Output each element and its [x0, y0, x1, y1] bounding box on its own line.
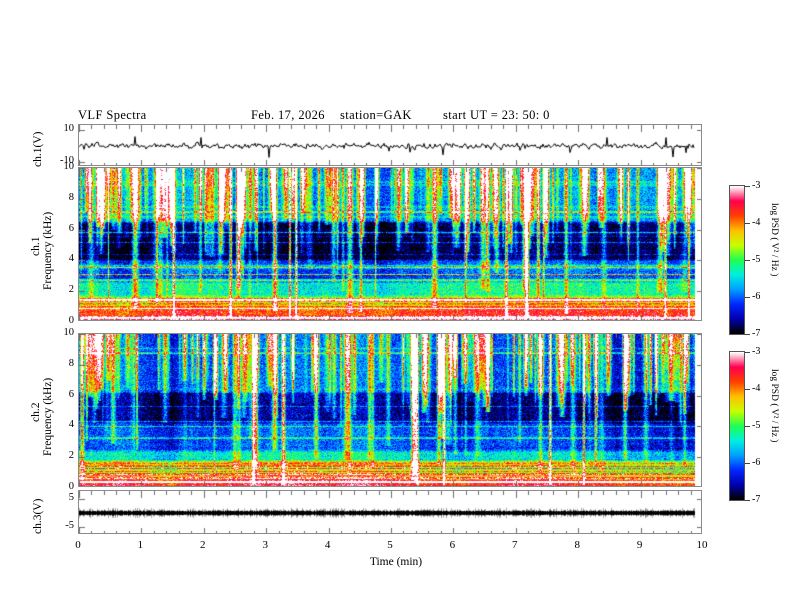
panel-ch1-spectrogram — [78, 167, 702, 321]
ch1-spectrogram-ytick-0: 0 — [68, 314, 74, 326]
x-tick-5: 5 — [387, 539, 393, 551]
x-axis-label: Time (min) — [369, 556, 423, 568]
ch1-spectrogram-ytick-5: 10 — [63, 160, 75, 172]
colorbar-2-tickmark-4 — [745, 499, 750, 501]
ch2-spectrogram-ytick-4: 8 — [68, 357, 74, 369]
x-tick-10: 10 — [696, 539, 708, 551]
ch1-spectrogram-ytick-4: 8 — [68, 191, 74, 203]
ch2-spectrogram-axis-label-channel: ch.2 — [30, 402, 42, 422]
colorbar-ch2-gradient — [730, 352, 744, 500]
panel-ch2-spectrogram — [78, 333, 702, 487]
colorbar-1-tick-1: -4 — [752, 217, 761, 228]
colorbar-2-tick-2: -5 — [752, 420, 761, 431]
colorbar-2-tick-0: -3 — [752, 346, 761, 357]
x-tick-3: 3 — [262, 539, 268, 551]
ch1-voltage-trace — [79, 125, 701, 165]
colorbar-ch1-title: log PSD ( V² / Hz ) — [769, 203, 779, 277]
colorbar-2-tickmark-0 — [745, 351, 750, 353]
ch1-spectrogram-image — [79, 168, 701, 320]
figure-title-row: VLF Spectra Feb. 17, 2026 station=GAK st… — [78, 108, 708, 124]
x-tick-4: 4 — [324, 539, 331, 551]
page-title: VLF Spectra — [78, 108, 147, 122]
colorbar-1-tickmark-1 — [745, 222, 750, 224]
panel-ch1-voltage — [78, 124, 702, 166]
ch1-voltage-axis-label: ch.1(V) — [32, 131, 44, 167]
x-tick-1: 1 — [137, 539, 144, 551]
colorbar-1-tick-3: -6 — [752, 291, 761, 302]
ch1-spectrogram-ytick-2: 4 — [68, 252, 74, 264]
ch2-spectrogram-ytick-2: 4 — [68, 418, 74, 430]
x-tick-7: 7 — [512, 539, 518, 551]
ch3-voltage-trace — [79, 491, 701, 533]
ch2-spectrogram-ytick-5: 10 — [63, 326, 75, 338]
colorbar-1-tickmark-2 — [745, 259, 750, 261]
colorbar-1-tickmark-0 — [745, 185, 750, 187]
colorbar-1-tickmark-4 — [745, 333, 750, 335]
colorbar-1-tickmark-3 — [745, 296, 750, 298]
x-tick-8: 8 — [574, 539, 580, 551]
colorbar-ch1-gradient — [730, 186, 744, 334]
ch1-voltage-ytick-0: 10 — [63, 122, 75, 134]
colorbar-2-tickmark-2 — [745, 425, 750, 427]
colorbar-ch1 — [729, 185, 745, 335]
ch2-spectrogram-ytick-0: 0 — [68, 480, 74, 492]
x-tick-6: 6 — [449, 539, 456, 551]
x-tick-9: 9 — [636, 539, 643, 551]
colorbar-2-tick-4: -7 — [752, 494, 761, 505]
x-tick-0: 0 — [75, 539, 81, 551]
title-date: Feb. 17, 2026 — [251, 108, 325, 122]
panel-ch3-voltage — [78, 490, 702, 534]
colorbar-1-tick-4: -7 — [752, 328, 761, 339]
ch1-spectrogram-axis-label-channel: ch.1 — [30, 236, 42, 256]
ch2-spectrogram-image — [79, 334, 701, 486]
colorbar-1-tick-0: -3 — [752, 180, 761, 191]
ch3-voltage-ytick-1: -5 — [65, 519, 74, 531]
colorbar-2-tick-3: -6 — [752, 457, 761, 468]
colorbar-1-tick-2: -5 — [752, 254, 761, 265]
ch3-voltage-ytick-0: 5 — [68, 491, 74, 503]
colorbar-2-tickmark-1 — [745, 388, 750, 390]
colorbar-ch2-title: log PSD ( V² / Hz ) — [769, 369, 779, 443]
colorbar-2-tick-1: -4 — [752, 383, 761, 394]
title-start-time: start UT = 23: 50: 0 — [443, 108, 550, 122]
ch3-voltage-axis-label: ch.3(V) — [32, 498, 44, 534]
ch1-spectrogram-ytick-1: 2 — [68, 283, 74, 295]
ch2-spectrogram-ytick-1: 2 — [68, 449, 74, 461]
colorbar-2-tickmark-3 — [745, 462, 750, 464]
ch1-voltage-ytick-1: -10 — [60, 154, 74, 166]
colorbar-ch2 — [729, 351, 745, 501]
title-station: station=GAK — [340, 108, 412, 122]
x-tick-2: 2 — [200, 539, 206, 551]
ch2-spectrogram-ytick-3: 6 — [68, 388, 74, 400]
ch1-spectrogram-ytick-3: 6 — [68, 222, 74, 234]
